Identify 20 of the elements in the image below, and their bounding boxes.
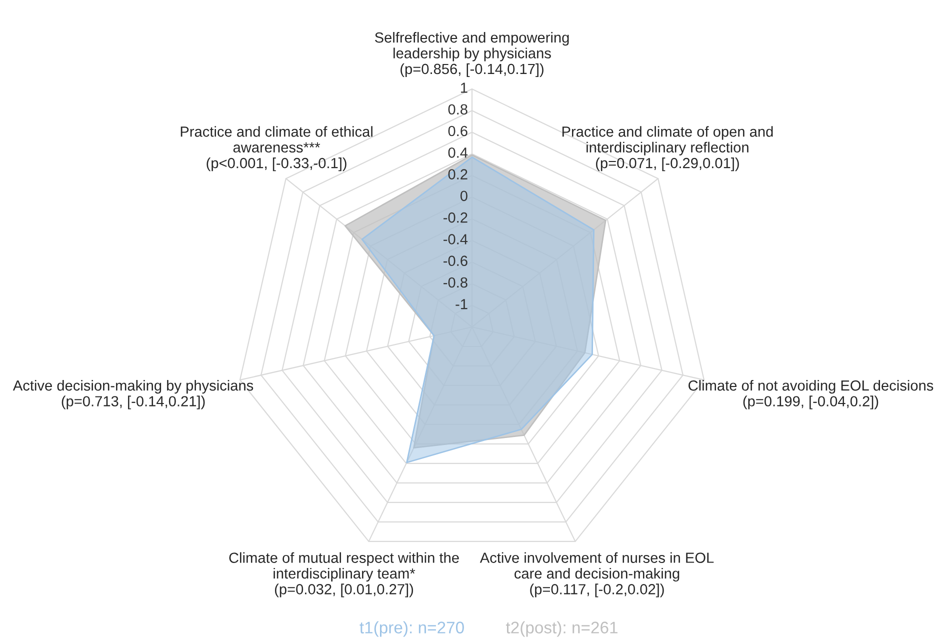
y-tick-label: 0.6 (448, 126, 468, 136)
spoke-label: Selfreflective and empowering leadership by physicians (p=0.856, [-0.14,0.17]) (374, 32, 569, 77)
y-tick-label: 0.4 (448, 147, 468, 158)
spoke-label: Climate of not avoiding EOL decisions (p=0.199, [-0.04,0.2]) (688, 380, 934, 410)
y-tick-label: -0.8 (444, 277, 468, 288)
y-tick-label: 1 (461, 82, 468, 93)
spoke-label: Climate of mutual respect within the interdisciplinary team* (p=0.032, [0.01,0.27]) (229, 552, 459, 598)
spoke-label: Practice and climate of open and interdisciplinary reflection (p=0.071, [-0.29,0.01]) (562, 126, 773, 172)
text: t2(post): n=261 (506, 621, 618, 637)
y-tick-label: -0.6 (444, 256, 468, 266)
y-tick-label: 0.8 (448, 104, 468, 115)
spoke-label: Active decision-making by physicians (p=0.713, [-0.14,0.21]) (12, 380, 254, 410)
y-tick-label: -0.4 (444, 234, 468, 244)
y-tick-label: 0.2 (448, 169, 468, 180)
y-tick-label: -1 (456, 299, 468, 310)
y-tick-label: -0.2 (444, 212, 468, 223)
spoke-label: Active involvement of nurses in EOL care and decision-making (p=0.117, [-0.2,0.02]) (480, 552, 714, 598)
y-tick-label: 0 (460, 190, 468, 202)
spoke-label: Practice and climate of ethical awareness*** (p<0.001, [-0.33,-0.1]) (180, 126, 372, 172)
text: t1(pre): n=270 (360, 621, 464, 637)
